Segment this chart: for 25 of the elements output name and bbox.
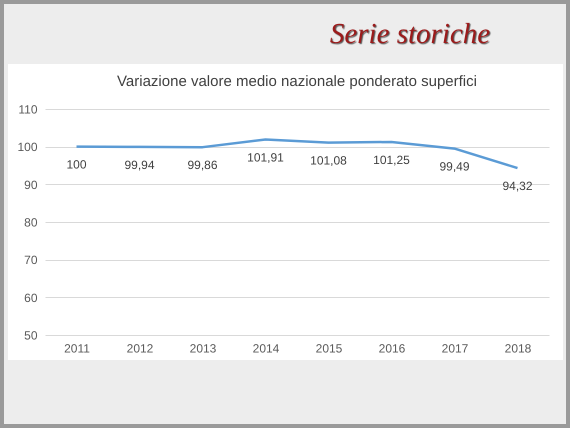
x-tick-label: 2012 bbox=[126, 342, 154, 356]
y-tick-label: 70 bbox=[24, 253, 38, 268]
y-tick-label: 110 bbox=[18, 102, 38, 116]
data-label: 94,32 bbox=[502, 179, 533, 194]
data-label: 100 bbox=[66, 158, 87, 172]
data-label: 99,49 bbox=[439, 160, 470, 174]
data-label: 101,25 bbox=[373, 152, 410, 167]
y-tick-label: 90 bbox=[24, 178, 38, 192]
x-tick-label: 2017 bbox=[442, 342, 469, 356]
data-label: 101,08 bbox=[310, 154, 348, 168]
data-label: 99,94 bbox=[124, 158, 155, 172]
x-tick-label: 2018 bbox=[504, 342, 532, 356]
x-tick-label: 2013 bbox=[190, 342, 217, 356]
data-label: 101,91 bbox=[247, 150, 284, 164]
x-tick-label: 2016 bbox=[378, 342, 406, 356]
x-tick-label: 2011 bbox=[64, 342, 90, 356]
x-tick-label: 2015 bbox=[316, 342, 343, 356]
data-label: 99,86 bbox=[187, 158, 218, 172]
chart-title: Serie storiche bbox=[328, 18, 492, 51]
y-tick-label: 80 bbox=[24, 216, 38, 230]
x-tick-label: 2014 bbox=[252, 342, 280, 356]
chart-subtitle: Variazione valore medio nazionale ponderato superfici bbox=[117, 73, 477, 90]
y-tick-label: 100 bbox=[17, 140, 38, 154]
y-tick-label: 60 bbox=[24, 290, 38, 305]
y-tick-label: 50 bbox=[24, 328, 38, 342]
